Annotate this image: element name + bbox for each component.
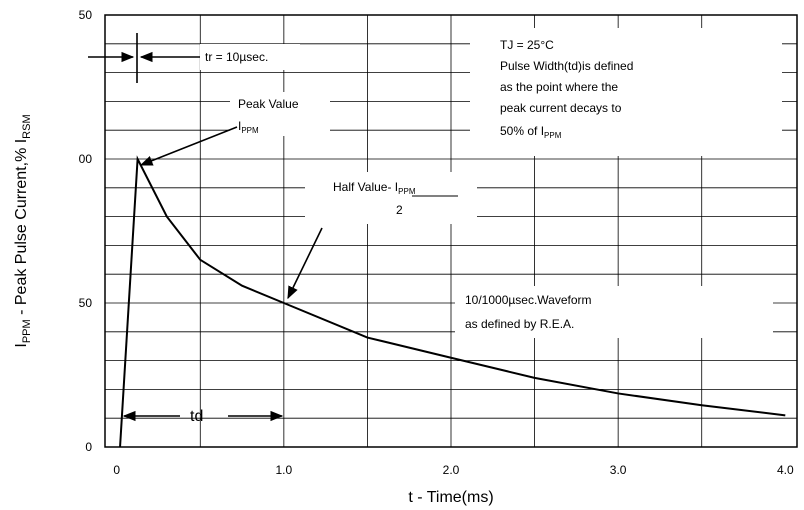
tr-label: tr = 10µsec. xyxy=(205,50,268,64)
note-line: as the point where the xyxy=(500,80,618,94)
ylabel-sub: PPM xyxy=(21,319,33,343)
waveform-curve xyxy=(119,155,786,448)
subscript: PPM xyxy=(241,126,259,135)
y-axis-label: IPPM - Peak Pulse Current,% IRSM xyxy=(13,114,33,347)
y-tick-label: 50 xyxy=(79,8,93,22)
half-text: Half Value- I xyxy=(333,180,398,194)
waveform-line: as defined by R.E.A. xyxy=(465,317,574,331)
note-line: 50% of IPPM xyxy=(500,124,562,140)
note-line: TJ = 25°C xyxy=(500,38,554,52)
ylabel-part: I xyxy=(13,343,30,347)
y-tick-label: 0 xyxy=(85,440,92,454)
x-tick-label: 4.0 xyxy=(777,463,794,477)
peak-arrow xyxy=(139,126,238,166)
note-line: peak current decays to xyxy=(500,101,622,115)
y-tick-label: 00 xyxy=(79,152,93,166)
plot-frame xyxy=(104,14,798,448)
subscript: PPM xyxy=(398,187,416,196)
peak-symbol: IPPM xyxy=(238,119,259,135)
symbol: I xyxy=(238,119,241,133)
waveform-line: 10/1000µsec.Waveform xyxy=(465,293,592,307)
annotation-backgrounds xyxy=(200,28,782,338)
subscript: PPM xyxy=(544,131,562,140)
half-denominator: 2 xyxy=(396,203,403,217)
td-label: td xyxy=(190,408,203,425)
half-arrow xyxy=(287,227,323,300)
peak-label: Peak Value xyxy=(238,97,299,111)
x-tick-label: 2.0 xyxy=(443,463,460,477)
note-line: Pulse Width(td)is defined xyxy=(500,59,633,73)
curve-layer xyxy=(119,155,786,448)
x-tick-label: 0 xyxy=(113,463,120,477)
half-label: Half Value- IPPM xyxy=(333,180,416,196)
ylabel-part: - Peak Pulse Current,% I xyxy=(13,139,30,320)
y-tick-label: 50 xyxy=(79,296,93,310)
x-axis-label: t - Time(ms) xyxy=(408,489,493,506)
x-tick-label: 1.0 xyxy=(276,463,293,477)
note-text: 50% of I xyxy=(500,124,544,138)
x-tick-label: 3.0 xyxy=(610,463,627,477)
ylabel-sub: RSM xyxy=(21,114,33,138)
